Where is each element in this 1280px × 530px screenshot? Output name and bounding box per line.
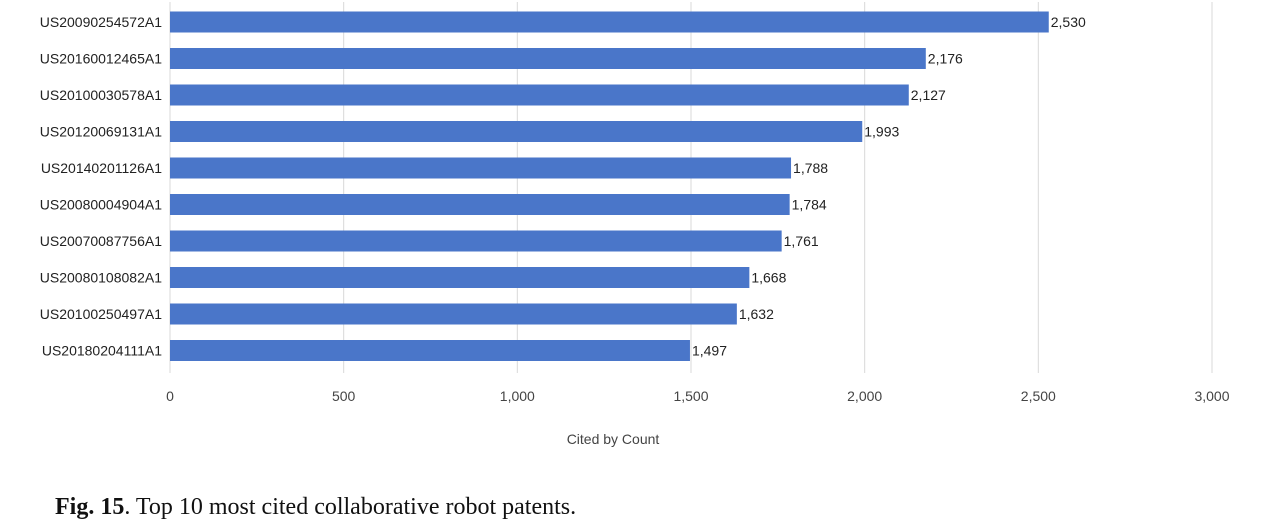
x-tick-label: 3,000 bbox=[1194, 388, 1229, 404]
bar bbox=[170, 340, 690, 361]
category-label: US20080108082A1 bbox=[40, 270, 162, 286]
category-label: US20180204111A1 bbox=[42, 343, 162, 359]
bars bbox=[170, 11, 1049, 361]
bar bbox=[170, 48, 926, 69]
value-label: 2,176 bbox=[928, 51, 963, 67]
figure-label: Fig. 15 bbox=[55, 494, 125, 520]
bar bbox=[170, 303, 737, 325]
category-label: US20140201126A1 bbox=[41, 160, 162, 176]
value-label: 1,632 bbox=[739, 306, 774, 322]
x-tick-label: 0 bbox=[166, 388, 174, 404]
x-tick-label: 500 bbox=[332, 388, 356, 404]
bar bbox=[170, 157, 792, 179]
figure-caption-text: . Top 10 most cited collaborative robot … bbox=[124, 494, 577, 520]
bar bbox=[170, 267, 750, 288]
x-tick-label: 1,500 bbox=[673, 388, 708, 404]
x-axis-title: Cited by Count bbox=[567, 431, 660, 447]
value-label: 1,668 bbox=[751, 270, 786, 286]
x-tick-label: 2,000 bbox=[847, 388, 882, 404]
category-label: US20090254572A1 bbox=[40, 14, 162, 30]
value-label: 2,127 bbox=[911, 87, 946, 103]
bar bbox=[170, 84, 909, 106]
category-label: US20080004904A1 bbox=[40, 197, 162, 213]
x-tick-label: 2,500 bbox=[1021, 388, 1056, 404]
value-label: 1,761 bbox=[784, 233, 819, 249]
bar bbox=[170, 121, 863, 142]
labels: 0 500 1,000 1,500 2,000 2,500 3,000 US200902545… bbox=[40, 14, 1230, 404]
category-label: US20070087756A1 bbox=[40, 233, 162, 249]
category-label: US20120069131A1 bbox=[40, 124, 162, 140]
category-label: US20100030578A1 bbox=[40, 87, 162, 103]
category-label: US20160012465A1 bbox=[40, 51, 162, 67]
x-tick-label: 1,000 bbox=[500, 388, 535, 404]
bar-chart: 0 500 1,000 1,500 2,000 2,500 3,000 US200902545… bbox=[40, 2, 1230, 447]
bar bbox=[170, 11, 1049, 33]
value-label: 1,788 bbox=[793, 160, 828, 176]
category-label: US20100250497A1 bbox=[40, 306, 162, 322]
bar bbox=[170, 194, 790, 215]
value-label: 1,993 bbox=[864, 124, 899, 140]
value-label: 2,530 bbox=[1051, 14, 1086, 30]
value-label: 1,784 bbox=[792, 197, 827, 213]
value-label: 1,497 bbox=[692, 343, 727, 359]
figure-caption: Fig. 15. Top 10 most cited collaborative… bbox=[55, 494, 576, 521]
bar bbox=[170, 230, 782, 252]
